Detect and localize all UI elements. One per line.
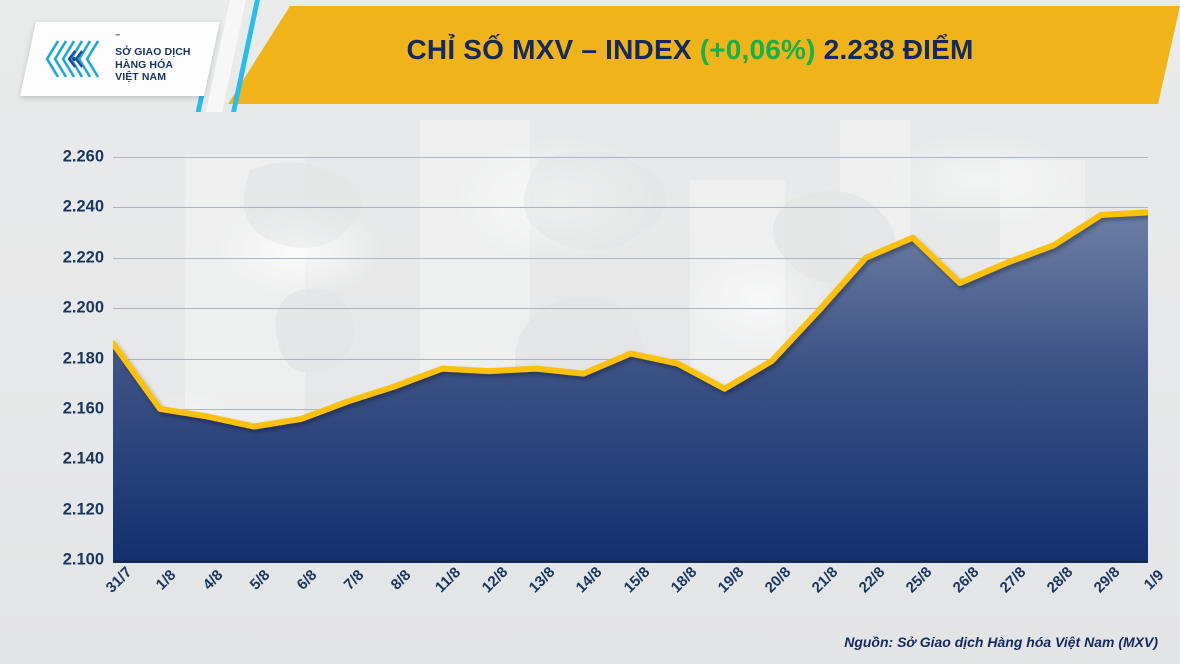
- x-axis-tick-label: 7/8: [340, 566, 368, 594]
- x-axis-tick-label: 12/8: [479, 563, 512, 597]
- x-axis-tick-label: 20/8: [761, 563, 794, 597]
- y-axis-tick-label: 2.200: [62, 298, 104, 317]
- x-axis-tick-label: 22/8: [855, 563, 889, 597]
- y-axis-tick-label: 2.160: [62, 399, 104, 418]
- y-axis-tick-label: 2.140: [62, 449, 104, 468]
- trend-line: [113, 212, 1148, 426]
- x-axis-tick-label: 26/8: [949, 563, 983, 597]
- page-title: CHỈ SỐ MXV – INDEX (+0,06%) 2.238 ĐIỂM: [250, 34, 1130, 66]
- brand-line-1: SỞ GIAO DỊCH: [115, 46, 191, 59]
- y-axis-tick-label: 2.240: [62, 197, 104, 216]
- x-axis-tick-label: 11/8: [432, 563, 465, 597]
- y-axis-tick-label: 2.260: [62, 147, 104, 166]
- plot-area: [113, 157, 1148, 561]
- x-axis-tick-label: 1/9: [1140, 566, 1168, 594]
- x-axis-tick-label: 21/8: [808, 563, 842, 597]
- brand-line-3: VIỆT NAM: [115, 71, 166, 84]
- x-axis-tick-label: 25/8: [902, 563, 936, 597]
- y-axis-tick-label: 2.100: [62, 550, 104, 569]
- x-axis-tick-label: 13/8: [526, 563, 559, 597]
- x-axis-labels: 31/7 1/8 4/8 5/8 6/8 7/8 8/8 11/8 12/8 13/8 14/8 15…: [103, 563, 1168, 644]
- x-axis-tick-label: 19/8: [714, 563, 747, 597]
- chart-container: 2.260 2.240 2.220 2.200 2.180 2.160 2.140 2.120…: [0, 112, 1180, 664]
- x-axis-line: [113, 560, 1148, 563]
- gridline: [113, 207, 1148, 209]
- brand-logo: ™ SỞ GIAO DỊCH HÀNG HÓA VIỆT NAM: [20, 22, 220, 96]
- title-change-badge: (+0,06%): [699, 34, 816, 65]
- x-axis-tick-label: 5/8: [246, 566, 274, 594]
- x-axis-tick-label: 4/8: [199, 566, 227, 594]
- x-axis-tick-label: 28/8: [1043, 563, 1077, 597]
- x-axis-tick-label: 14/8: [573, 563, 606, 597]
- x-axis-tick-label: 29/8: [1090, 563, 1124, 597]
- x-axis-tick-label: 18/8: [667, 563, 700, 597]
- x-axis-tick-label: 1/8: [152, 566, 180, 594]
- y-axis-tick-label: 2.180: [62, 349, 104, 367]
- brand-line-2: HÀNG HÓA: [115, 59, 173, 71]
- trademark-symbol: ™: [115, 33, 121, 40]
- x-axis-tick-label: 27/8: [996, 563, 1030, 597]
- source-caption: Nguồn: Sở Giao dịch Hàng hóa Việt Nam (M…: [844, 634, 1158, 650]
- area-fill: [113, 212, 1148, 560]
- gridline: [113, 157, 1148, 158]
- title-prefix: CHỈ SỐ MXV – INDEX: [406, 34, 700, 65]
- x-axis-tick-label: 8/8: [387, 566, 415, 594]
- y-axis-tick-label: 2.120: [62, 500, 104, 519]
- brand-logo-text: ™ SỞ GIAO DỊCH HÀNG HÓA VIỆT NAM: [115, 33, 191, 84]
- gridline: [113, 257, 1148, 259]
- x-axis-tick-label: 15/8: [620, 563, 653, 597]
- area-series: [113, 157, 1148, 560]
- title-suffix: 2.238 ĐIỂM: [815, 34, 974, 65]
- y-axis-labels: 2.260 2.240 2.220 2.200 2.180 2.160 2.140 2.120…: [0, 148, 104, 569]
- page-header: ™ SỞ GIAO DỊCH HÀNG HÓA VIỆT NAM CHỈ SỐ …: [0, 0, 1180, 112]
- x-axis-tick-label: 6/8: [293, 566, 321, 594]
- mxv-chevron-logo-icon: [45, 40, 100, 78]
- gridline: [113, 308, 1148, 310]
- header-gold-band: [228, 6, 1180, 104]
- x-axis-tick-label: 31/7: [102, 563, 136, 597]
- y-axis-tick-label: 2.220: [62, 248, 104, 267]
